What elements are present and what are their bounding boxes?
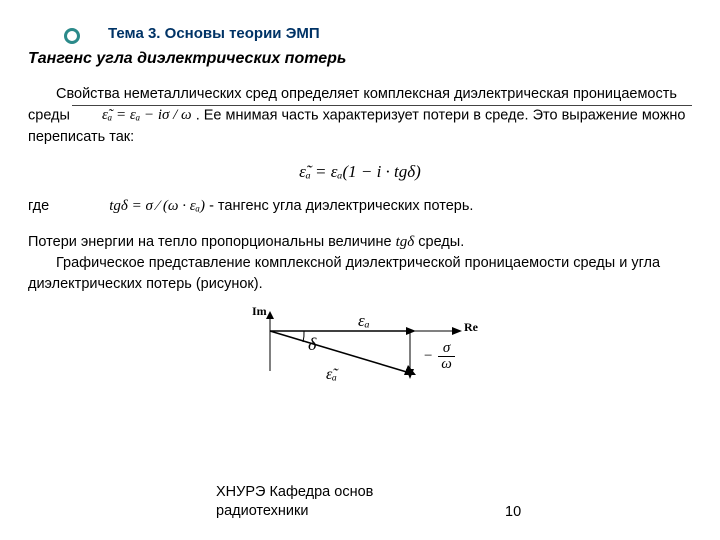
label-im: Im (252, 303, 267, 320)
footer: ХНУРЭ Кафедра основ радиотехники (216, 483, 516, 522)
vector-diagram: Im Re δ εₐ ε̃ₐ − σ ω (200, 301, 520, 421)
topic-heading: Тема 3. Основы теории ЭМП (108, 25, 320, 42)
label-re: Re (464, 319, 478, 336)
para2-b: - тангенс угла диэлектрических потерь. (209, 198, 473, 214)
label-delta: δ (308, 331, 316, 357)
formula-tgdelta-inline: tgδ (396, 234, 415, 250)
para3-b: среды. (418, 234, 464, 250)
label-sigma-over-omega: − σ ω (424, 341, 455, 372)
label-frac-bot: ω (438, 357, 455, 372)
paragraph-2: где tgδ = σ ⁄ (ω · εₐ) - тангенс угла ди… (28, 196, 692, 218)
formula-main: ε̃ₐ = εₐ(1 − i · tgδ) (299, 162, 421, 181)
formula-main-row: ε̃ₐ = εₐ(1 − i · tgδ) (28, 158, 692, 186)
label-eps-tilde: ε̃ₐ (326, 363, 337, 386)
label-eps-a: εₐ (358, 309, 370, 334)
para3-a: Потери энергии на тепло пропорциональны … (28, 234, 396, 250)
footer-line2: радиотехники (216, 503, 308, 519)
slide-title: Тангенс угла диэлектрических потерь (28, 50, 346, 68)
bullet-decor (64, 28, 80, 44)
paragraph-4: Графическое представление комплексной ди… (28, 253, 692, 295)
footer-line1: ХНУРЭ Кафедра основ (216, 484, 373, 500)
paragraph-3: Потери энергии на тепло пропорциональны … (28, 232, 692, 254)
label-frac-top: σ (438, 341, 455, 357)
formula-inline-eps: ε̃ₐ = εₐ − iσ / ω (74, 105, 192, 127)
label-minus: − (424, 348, 432, 364)
formula-tg: tgδ = σ ⁄ (ω · εₐ) (109, 198, 205, 214)
page-number: 10 (505, 504, 521, 520)
para2-a: где (28, 198, 49, 214)
paragraph-1: Свойства неметаллических сред определяет… (28, 84, 692, 148)
